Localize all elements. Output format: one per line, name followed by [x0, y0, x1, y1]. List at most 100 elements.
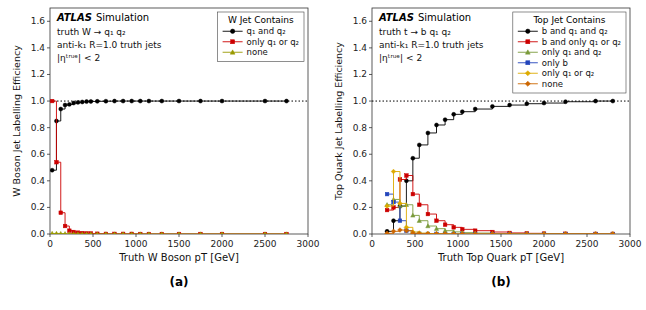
point [434, 231, 439, 234]
point [563, 232, 568, 234]
x-tick [544, 234, 545, 237]
point [417, 219, 421, 223]
y-tick [47, 47, 50, 48]
y-tick [369, 180, 372, 181]
point [563, 232, 567, 234]
x-tick-label: 2500 [576, 239, 599, 249]
point [473, 232, 478, 234]
y-tick [369, 207, 372, 208]
point [426, 231, 431, 234]
point [473, 232, 477, 234]
y-tick-label: 1.6 [353, 16, 368, 26]
y-tick [369, 154, 372, 155]
point [96, 232, 100, 234]
point [435, 219, 439, 223]
point [89, 232, 93, 234]
y-tick-label: 0.6 [31, 149, 46, 159]
point [473, 232, 478, 234]
point [594, 232, 598, 234]
y-tick [369, 234, 372, 235]
y-tick [47, 154, 50, 155]
point [85, 100, 89, 104]
x-tick [136, 234, 137, 237]
point [199, 232, 203, 234]
step-line [52, 101, 286, 234]
y-tick [369, 127, 372, 128]
point [404, 228, 409, 233]
step-line [387, 172, 613, 234]
point [284, 232, 288, 234]
y-tick [369, 47, 372, 48]
point [507, 232, 512, 234]
point [426, 212, 430, 216]
point [104, 232, 108, 234]
point [112, 232, 116, 234]
legend-frame [218, 12, 304, 62]
experiment-label: ATLAS [56, 12, 92, 23]
point [55, 160, 59, 164]
point [426, 224, 430, 228]
legend: Top Jet Containsb and q₁ and q₂b and onl… [513, 12, 626, 93]
info-line: anti-k₁ R=1.0 truth jets [57, 40, 162, 50]
plot-area [372, 99, 630, 234]
point [460, 232, 465, 234]
x-tick-label: 2000 [533, 239, 556, 249]
point [85, 232, 89, 234]
x-tick [50, 234, 51, 237]
legend-marker [526, 29, 530, 33]
x-tick [179, 234, 180, 237]
x-tick-label: 2000 [211, 239, 234, 249]
point [611, 99, 615, 103]
point [594, 99, 598, 103]
point [398, 228, 403, 233]
x-tick [222, 234, 223, 237]
legend-marker [525, 81, 530, 86]
y-tick-label: 0.6 [353, 149, 368, 159]
point [220, 99, 224, 103]
y-tick-label: 0.2 [353, 202, 367, 212]
point [542, 232, 546, 234]
point [405, 229, 409, 233]
x-tick [265, 234, 266, 237]
point [104, 99, 108, 103]
figure: 0500100015002000250030000.00.20.40.60.81… [0, 0, 646, 310]
point [426, 232, 431, 234]
point [177, 99, 181, 103]
point [564, 232, 568, 234]
y-tick [369, 74, 372, 75]
point [542, 232, 547, 234]
point [435, 123, 439, 127]
point [443, 232, 447, 234]
legend-label: only q₁ and q₂ [542, 47, 602, 57]
point [593, 232, 598, 234]
point [611, 232, 615, 234]
plot-frame [372, 8, 630, 234]
point [426, 232, 430, 234]
point [443, 232, 448, 234]
point [50, 168, 54, 172]
info-line: anti-k₁ R=1.0 truth jets [379, 40, 484, 50]
point [59, 107, 63, 111]
y-tick [47, 74, 50, 75]
x-tick [93, 234, 94, 237]
step-line [387, 101, 613, 231]
point [104, 232, 108, 234]
x-tick-label: 1500 [168, 239, 191, 249]
y-tick-label: 1.2 [31, 69, 45, 79]
y-tick-label: 1.2 [353, 69, 367, 79]
point [593, 232, 598, 234]
point [89, 99, 93, 103]
plot-frame [50, 8, 308, 234]
point [121, 99, 125, 103]
point [177, 232, 181, 234]
point [95, 232, 99, 234]
y-tick-label: 1.6 [31, 16, 46, 26]
point [542, 232, 546, 234]
point [411, 231, 416, 234]
point [59, 231, 63, 234]
x-tick-label: 500 [406, 239, 423, 249]
point [130, 232, 134, 234]
point [76, 100, 80, 104]
legend-label: only q₁ or q₂ [247, 37, 299, 47]
point [451, 232, 456, 234]
